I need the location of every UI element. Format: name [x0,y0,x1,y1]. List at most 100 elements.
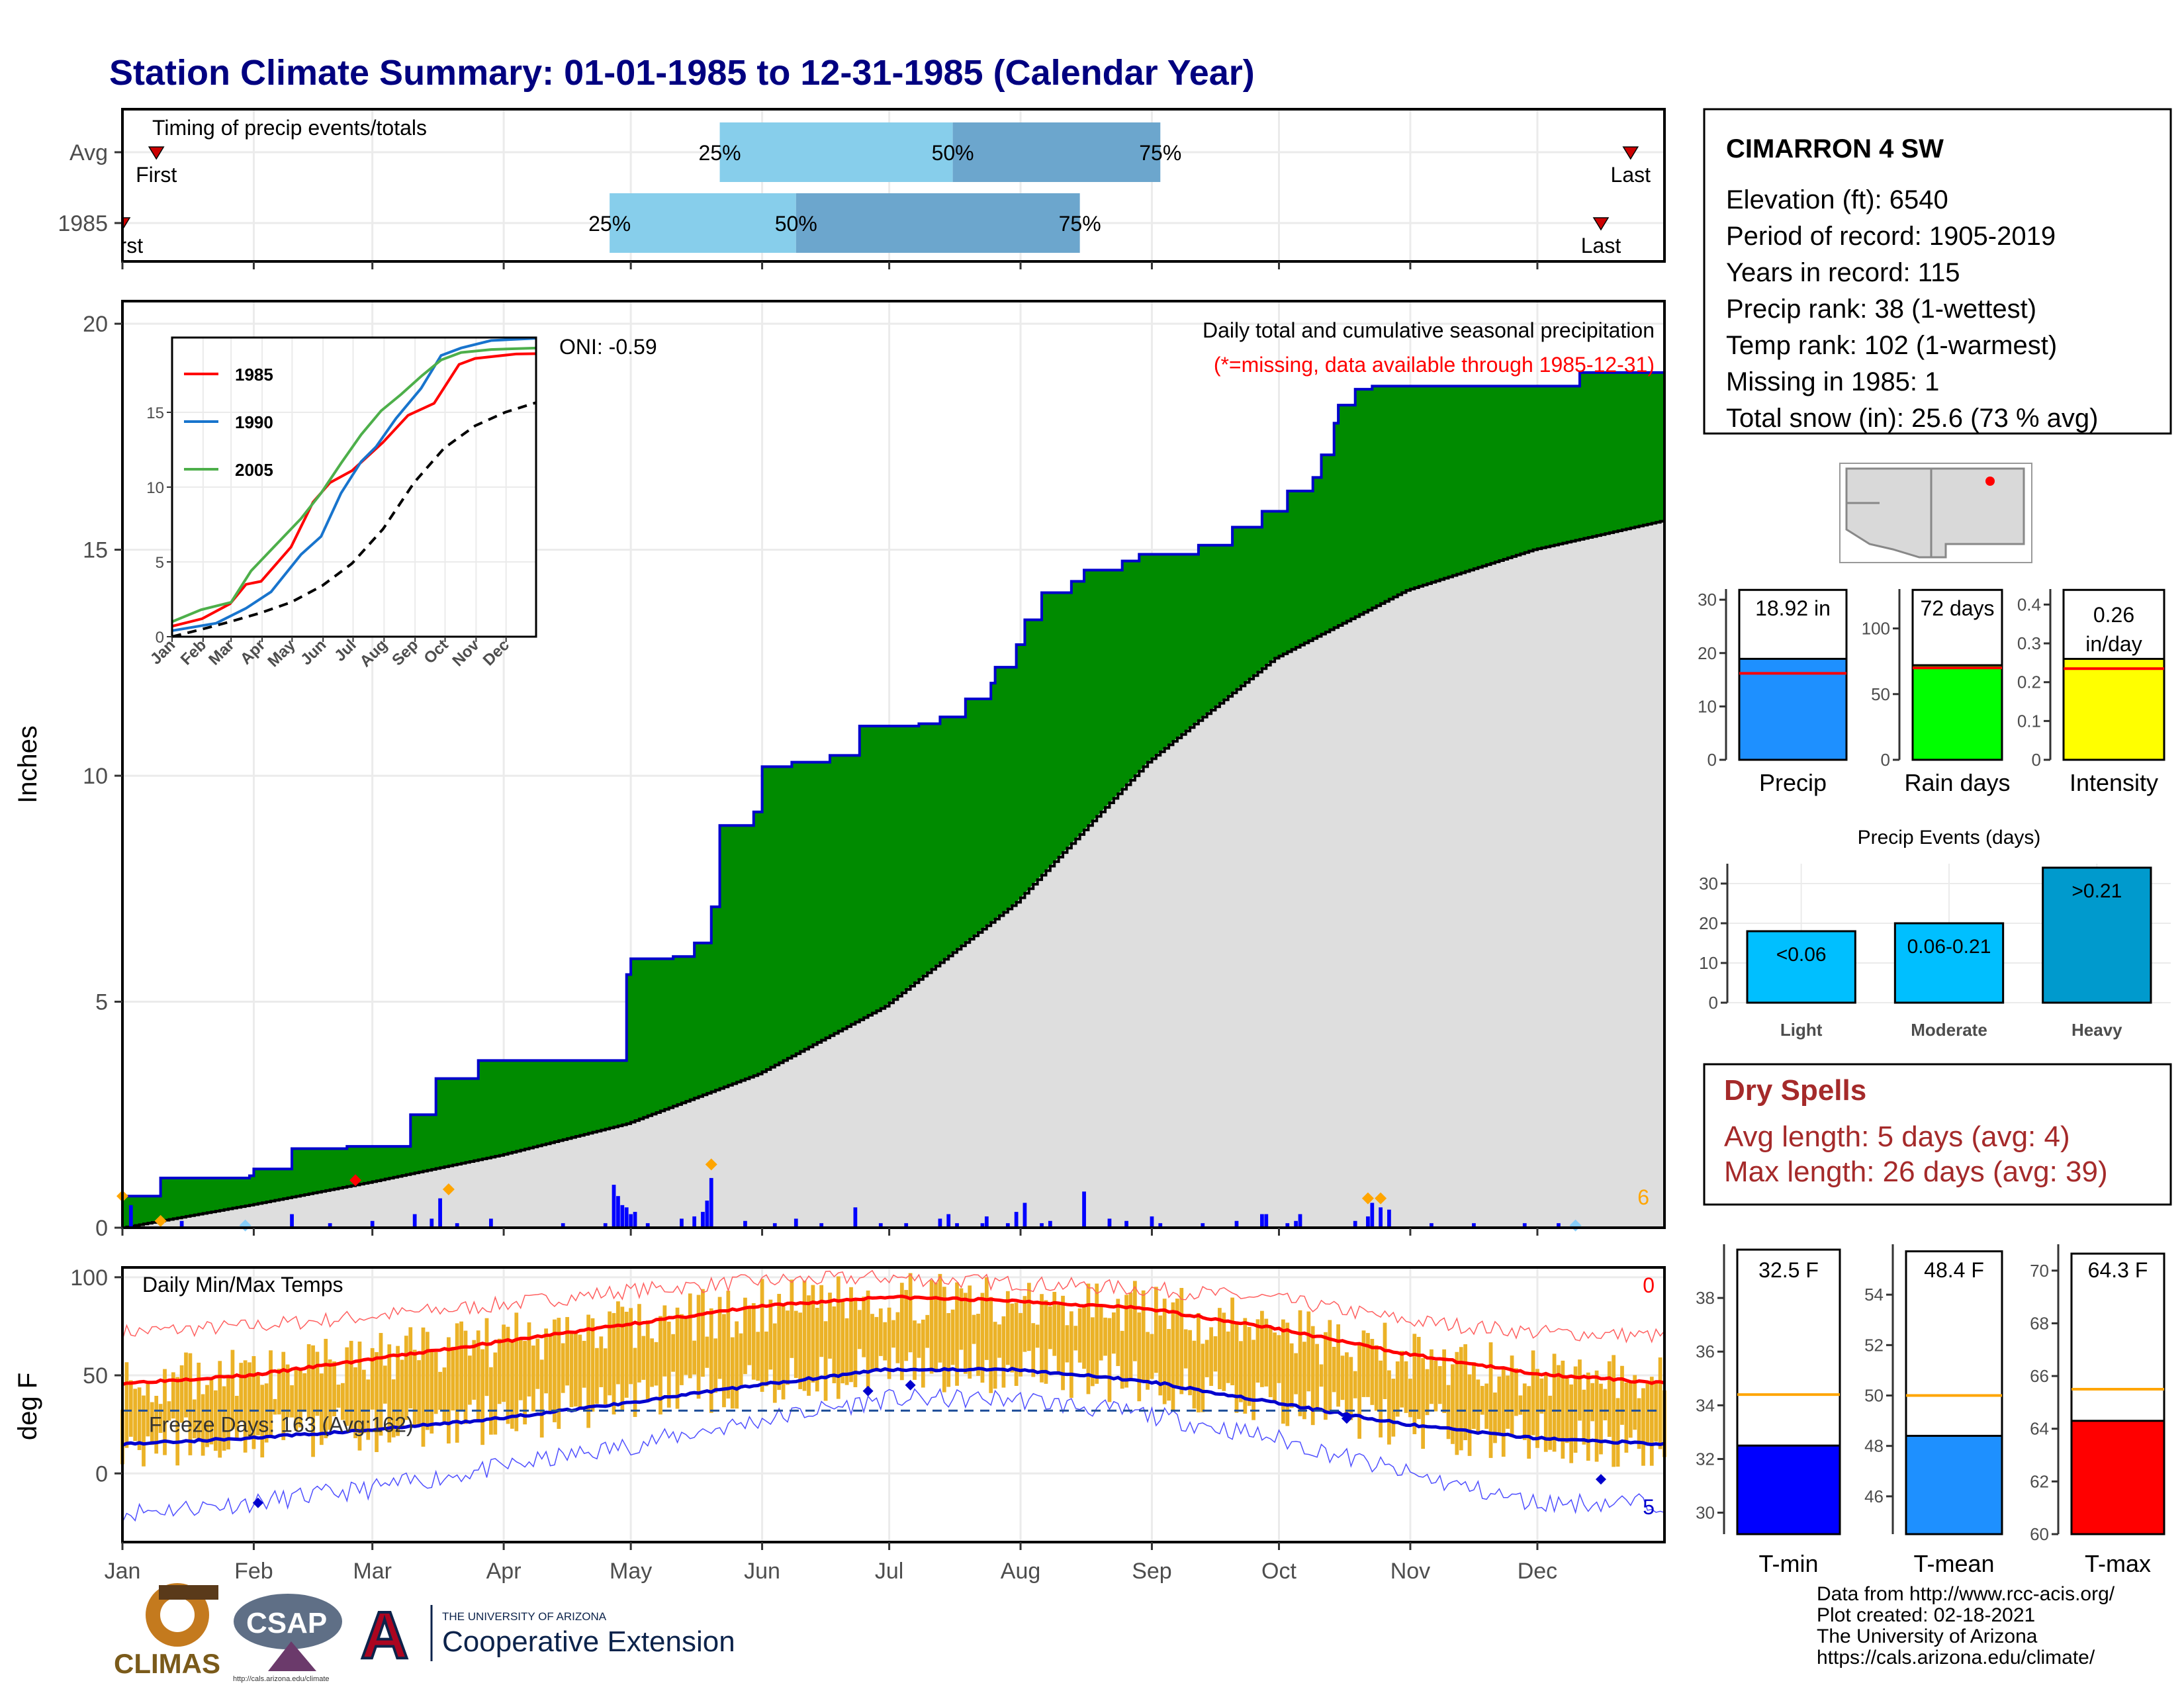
daily-temp-bar [1247,1326,1251,1406]
daily-precip-bar [561,1223,565,1228]
t-min-bar [1736,1444,1841,1535]
daily-temp-bar [569,1333,574,1408]
month-tick-label: Mar [353,1559,392,1584]
timing-pct-label: 50% [775,212,817,236]
university-of-arizona-logo: A THE UNIVERSITY OF ARIZONA Cooperative … [359,1597,735,1674]
daily-temp-bar [264,1383,269,1443]
daily-temp-bar [175,1377,180,1466]
daily-precip-bar [853,1207,858,1228]
daily-temp-bar [1624,1382,1629,1453]
daily-temp-bar [1315,1344,1319,1409]
daily-temp-bar [387,1344,392,1443]
daily-temp-bar [1158,1315,1163,1396]
daily-temp-bar [248,1362,251,1440]
daily-precip-bar [128,1205,133,1228]
daily-precip-bar [1366,1216,1370,1228]
daily-temp-bar [692,1340,697,1375]
daily-temp-bar [849,1287,853,1383]
rain-days-title: Rain days [1904,769,2010,796]
daily-temp-bar [1226,1331,1230,1383]
daily-temp-bar [705,1336,709,1368]
precip-events-bar [1746,930,1856,1004]
climas-logo-mark [159,1585,218,1600]
precip-y-tick-label: 30 [1698,590,1717,610]
daily-temp-bar [1128,1292,1133,1379]
month-tick-label: Jan [105,1559,141,1584]
daily-temp-bar [146,1383,150,1437]
precip-event-marker [1375,1192,1387,1205]
footer-line: Data from http://www.rcc-acis.org/ [1817,1583,2115,1605]
station-line: Years in record: 115 [1726,258,1960,287]
precip-events-category-label: Heavy [2071,1020,2122,1040]
daily-temp-bar [662,1305,667,1377]
daily-temp-bar [1095,1283,1099,1384]
daily-temp-bar [1264,1318,1269,1387]
daily-precip-bar [1430,1223,1433,1228]
daily-temp-bar [430,1350,434,1434]
daily-precip-bar [1234,1220,1239,1228]
daily-temp-bar [391,1379,396,1438]
daily-temp-bar [1488,1342,1493,1458]
daily-precip-bar [1557,1223,1561,1228]
daily-temp-bar [772,1323,777,1403]
daily-temp-bar [1019,1312,1023,1377]
record-low-line [122,1388,1665,1523]
daily-temp-bar [743,1297,747,1375]
daily-temp-bar [1188,1330,1192,1396]
daily-precip-bar [743,1220,747,1228]
daily-temp-bar [438,1371,442,1410]
daily-temp-bar [913,1320,917,1380]
daily-temp-bar [1023,1296,1027,1352]
daily-temp-bar [463,1330,468,1424]
daily-temp-bar [1442,1349,1447,1414]
t-max-bar [2070,1420,2165,1535]
precip-events-bar [2042,866,2152,1004]
t-min-value-label: 32.5 F [1758,1258,1819,1282]
precip-events-y-tick-label: 0 [1709,993,1718,1013]
daily-temp-bar [548,1336,553,1412]
daily-temp-bar [1658,1357,1662,1449]
precip-events-y-tick-label: 30 [1699,874,1718,893]
daily-temp-bar [963,1293,968,1374]
daily-temp-bar [1404,1361,1408,1413]
timing-left-mask [0,109,121,301]
timing-pct-label: 25% [699,141,741,165]
rain-days-y-tick-label: 0 [1881,750,1890,770]
daily-precip-bar [620,1205,625,1228]
daily-temp-bar [1455,1351,1459,1455]
daily-temp-bar [722,1314,726,1408]
daily-temp-bar [942,1287,946,1393]
daily-temp-bar [921,1319,925,1388]
daily-temp-bar [484,1318,489,1396]
t-min-y-tick-label: 34 [1696,1395,1715,1415]
daily-precip-bar [938,1218,942,1228]
daily-temp-bar [1628,1382,1633,1438]
t-max-y-tick-label: 66 [2030,1366,2049,1386]
daily-temp-bar [197,1362,201,1442]
daily-temp-bar [1645,1383,1650,1445]
daily-temp-bar [188,1353,193,1455]
daily-temp-bar [899,1283,904,1381]
cumulative-precip-average-line [122,520,1666,1229]
csap-logo: CSAP http://cals.arizona.edu/climate [233,1594,342,1683]
temp-y-tick-label: 0 [95,1461,108,1486]
daily-temp-bar [666,1321,671,1408]
timing-bar-25-50 [610,193,796,253]
t-min-title: T-min [1759,1550,1819,1577]
daily-temp-bar [400,1359,404,1429]
daily-temp-bar [1179,1288,1184,1394]
precip-count-label: 6 [1637,1185,1649,1209]
daily-temp-bar [1302,1342,1306,1420]
daily-precip-bar [328,1223,332,1228]
daily-temp-bar [878,1308,883,1356]
daily-temp-bar [230,1349,235,1430]
daily-temp-bar [1510,1355,1514,1438]
daily-precip-bar [616,1196,620,1228]
precip-y-tick-label: 10 [1698,696,1717,716]
csap-logo-text: CSAP [246,1607,327,1639]
daily-temp-bar [336,1385,341,1408]
daily-temp-bar [1026,1283,1031,1351]
daily-temp-bar [701,1289,705,1377]
t-max-title: T-max [2085,1550,2151,1577]
